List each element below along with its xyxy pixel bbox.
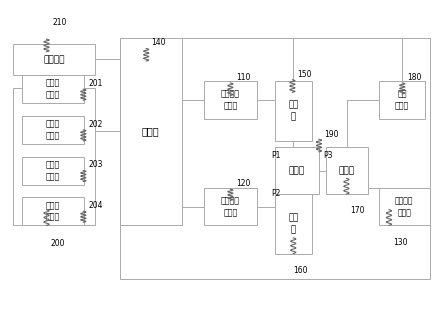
- Text: 特征提
取单元: 特征提 取单元: [46, 160, 60, 181]
- Bar: [275, 194, 312, 254]
- Text: 第二温度
传感器: 第二温度 传感器: [221, 196, 240, 217]
- Bar: [13, 88, 95, 225]
- Text: 202: 202: [89, 120, 103, 129]
- Text: 200: 200: [51, 239, 66, 248]
- Text: 显示设备: 显示设备: [43, 55, 65, 64]
- Text: 160: 160: [293, 266, 308, 275]
- Text: P3: P3: [323, 151, 333, 160]
- Text: 第三温度
传感器: 第三温度 传感器: [395, 196, 413, 217]
- Bar: [275, 81, 312, 141]
- Text: 150: 150: [298, 70, 312, 79]
- Text: 语音识
别单元: 语音识 别单元: [46, 120, 60, 140]
- Text: 热水
管: 热水 管: [288, 101, 299, 121]
- Text: 201: 201: [89, 79, 103, 88]
- Bar: [22, 197, 84, 225]
- Text: P1: P1: [271, 151, 280, 160]
- Bar: [22, 75, 84, 103]
- Bar: [120, 38, 182, 225]
- Bar: [120, 38, 430, 279]
- Text: 110: 110: [237, 73, 251, 82]
- Text: 120: 120: [237, 179, 251, 188]
- Text: 130: 130: [393, 238, 408, 247]
- Text: 190: 190: [324, 130, 339, 139]
- Bar: [204, 188, 257, 225]
- Bar: [275, 147, 319, 194]
- Text: 流量
传感器: 流量 传感器: [395, 90, 409, 110]
- Text: 出水管: 出水管: [338, 166, 355, 175]
- Bar: [379, 188, 430, 225]
- Text: 语音处
理单元: 语音处 理单元: [46, 201, 60, 222]
- Text: 180: 180: [408, 73, 422, 82]
- Text: 第一温度
传感器: 第一温度 传感器: [221, 90, 240, 110]
- Bar: [22, 116, 84, 144]
- Text: P2: P2: [271, 189, 280, 198]
- Bar: [13, 44, 95, 75]
- Text: 电磁阀: 电磁阀: [289, 166, 305, 175]
- Bar: [379, 81, 425, 119]
- Text: 204: 204: [89, 201, 103, 210]
- Bar: [326, 147, 368, 194]
- Text: 170: 170: [350, 207, 365, 215]
- Text: 210: 210: [52, 18, 66, 27]
- Text: 控制器: 控制器: [142, 126, 159, 136]
- Text: 140: 140: [152, 38, 166, 47]
- Text: 冷水
管: 冷水 管: [288, 213, 299, 234]
- Text: 203: 203: [89, 161, 103, 169]
- Text: 语音采
集单元: 语音采 集单元: [46, 79, 60, 100]
- Bar: [204, 81, 257, 119]
- Bar: [22, 156, 84, 185]
